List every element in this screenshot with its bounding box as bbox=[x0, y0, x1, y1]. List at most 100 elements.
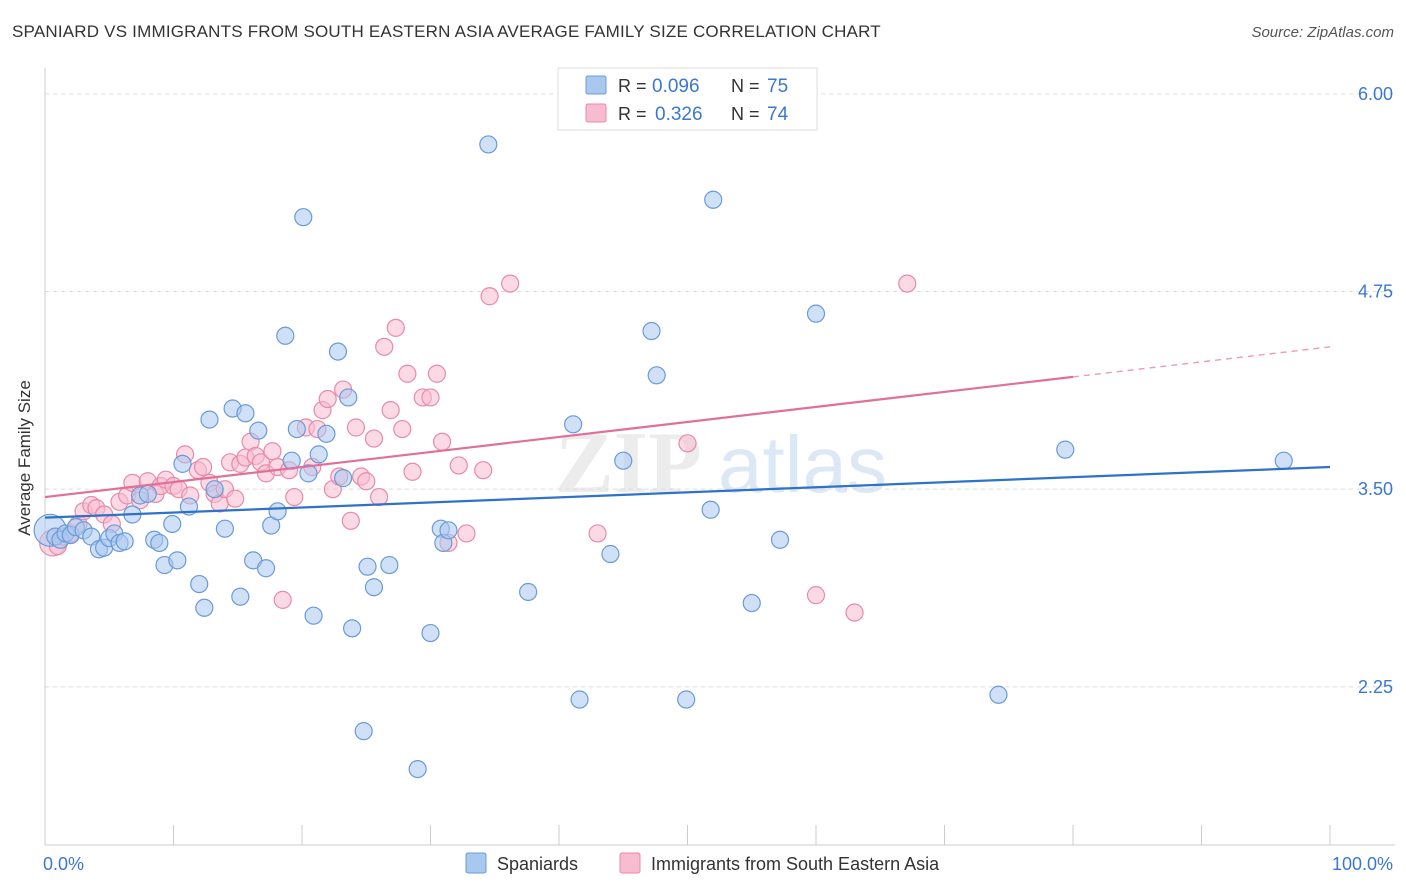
spaniard-point bbox=[339, 388, 358, 407]
spaniard-trend-line bbox=[44, 465, 1331, 519]
legend-bottom-pink-label: Immigrants from South Eastern Asia bbox=[651, 854, 940, 874]
legend-top-n-value-1: 75 bbox=[767, 76, 788, 97]
x-tick-label-min: 0.0% bbox=[43, 854, 84, 874]
axes: 2.25 3.50 4.75 6.00 0.0% 100.0% bbox=[43, 68, 1395, 874]
y-tick-label: 4.75 bbox=[1358, 281, 1393, 301]
immigrant-point bbox=[432, 432, 452, 451]
spaniard-point bbox=[138, 484, 157, 504]
immigrant-point bbox=[449, 456, 468, 475]
immigrant-point bbox=[386, 318, 405, 337]
legend-top-n-label-2: N = bbox=[731, 104, 760, 124]
legend-top: R = 0.096 N = 75 R = 0.326 N = 74 bbox=[557, 67, 818, 131]
trend-lines bbox=[44, 346, 1331, 519]
spaniard-point bbox=[614, 451, 633, 470]
legend-bottom-pink-swatch bbox=[619, 852, 641, 874]
spaniard-point bbox=[479, 135, 498, 154]
y-tick-label: 2.25 bbox=[1358, 677, 1393, 697]
blue-points bbox=[33, 135, 1293, 779]
spaniard-point bbox=[236, 404, 255, 423]
watermark: ZIP atlas bbox=[555, 415, 887, 512]
spaniard-point bbox=[276, 326, 295, 345]
spaniard-point bbox=[989, 685, 1008, 704]
legend-top-n-value-2: 74 bbox=[767, 104, 789, 125]
spaniard-point bbox=[770, 530, 790, 549]
spaniard-point bbox=[268, 502, 287, 521]
spaniard-point bbox=[115, 532, 134, 551]
immigrant-point bbox=[427, 364, 447, 383]
immigrant-point bbox=[375, 337, 394, 356]
spaniard-point bbox=[317, 424, 336, 443]
spaniard-point bbox=[380, 555, 399, 575]
spaniard-point bbox=[1056, 440, 1075, 459]
spaniard-point bbox=[328, 342, 348, 361]
immigrant-point bbox=[273, 590, 292, 609]
spaniard-point bbox=[190, 574, 209, 594]
immigrant-trend-line-extension bbox=[1072, 346, 1331, 378]
immigrant-point bbox=[806, 586, 826, 605]
spaniard-point bbox=[173, 454, 192, 473]
spaniard-point bbox=[358, 557, 377, 576]
legend-top-blue-swatch bbox=[585, 75, 607, 95]
spaniard-point bbox=[299, 464, 318, 483]
legend-top-r-value-2: 0.326 bbox=[655, 104, 703, 125]
spaniard-point bbox=[519, 582, 538, 602]
immigrant-point bbox=[364, 429, 384, 448]
spaniard-point bbox=[200, 410, 219, 429]
immigrant-point bbox=[403, 462, 422, 481]
spaniard-point bbox=[294, 208, 313, 227]
chart-source: Source: ZipAtlas.com bbox=[1251, 24, 1394, 41]
legend-top-r-value-1: 0.096 bbox=[652, 76, 700, 97]
immigrant-point bbox=[346, 418, 366, 437]
spaniard-point bbox=[256, 559, 276, 578]
immigrant-point bbox=[318, 389, 337, 409]
pink-points bbox=[39, 274, 917, 622]
spaniard-point bbox=[701, 500, 720, 519]
immigrant-point bbox=[226, 489, 245, 508]
immigrant-point bbox=[263, 442, 282, 461]
spaniard-point bbox=[205, 480, 224, 499]
immigrant-point bbox=[370, 487, 389, 507]
immigrant-point bbox=[678, 434, 697, 453]
immigrant-point bbox=[393, 419, 412, 439]
immigrant-trend-line bbox=[44, 375, 1074, 499]
legend-top-n-label-1: N = bbox=[731, 76, 760, 96]
spaniard-point bbox=[195, 598, 214, 617]
spaniard-point bbox=[677, 690, 696, 709]
spaniard-point bbox=[168, 551, 187, 570]
spaniard-point bbox=[309, 445, 328, 464]
spaniard-point bbox=[150, 533, 169, 553]
spaniard-point bbox=[343, 619, 362, 638]
x-tick-label-max: 100.0% bbox=[1332, 854, 1393, 874]
immigrant-point bbox=[357, 472, 376, 491]
legend-bottom-blue-swatch bbox=[465, 852, 487, 874]
immigrant-point bbox=[501, 274, 520, 293]
spaniard-point bbox=[421, 623, 440, 643]
spaniard-point bbox=[564, 415, 583, 434]
spaniard-point bbox=[354, 722, 373, 741]
legend-bottom-blue-label: Spaniards bbox=[497, 854, 578, 874]
chart-title: SPANIARD VS IMMIGRANTS FROM SOUTH EASTER… bbox=[12, 22, 881, 41]
spaniard-point bbox=[364, 578, 384, 597]
spaniard-point bbox=[215, 519, 234, 538]
spaniard-point bbox=[287, 419, 306, 439]
spaniard-point bbox=[806, 304, 826, 323]
immigrant-point bbox=[341, 511, 360, 530]
immigrant-point bbox=[193, 457, 213, 477]
immigrant-point bbox=[421, 388, 440, 407]
spaniard-point bbox=[249, 421, 268, 440]
spaniard-point bbox=[647, 366, 666, 385]
spaniard-point bbox=[570, 690, 589, 709]
spaniard-point bbox=[601, 544, 620, 564]
spaniard-point bbox=[304, 606, 323, 625]
immigrant-point bbox=[285, 487, 304, 507]
watermark-atlas: atlas bbox=[718, 420, 887, 509]
spaniard-point bbox=[231, 587, 250, 606]
spaniard-point bbox=[439, 521, 458, 540]
y-axis-label: Average Family Size bbox=[15, 380, 34, 536]
spaniard-point bbox=[163, 514, 182, 534]
y-tick-label: 3.50 bbox=[1358, 479, 1393, 499]
immigrant-point bbox=[480, 287, 499, 306]
legend-bottom: Spaniards Immigrants from South Eastern … bbox=[465, 852, 940, 874]
spaniard-point bbox=[408, 759, 427, 779]
